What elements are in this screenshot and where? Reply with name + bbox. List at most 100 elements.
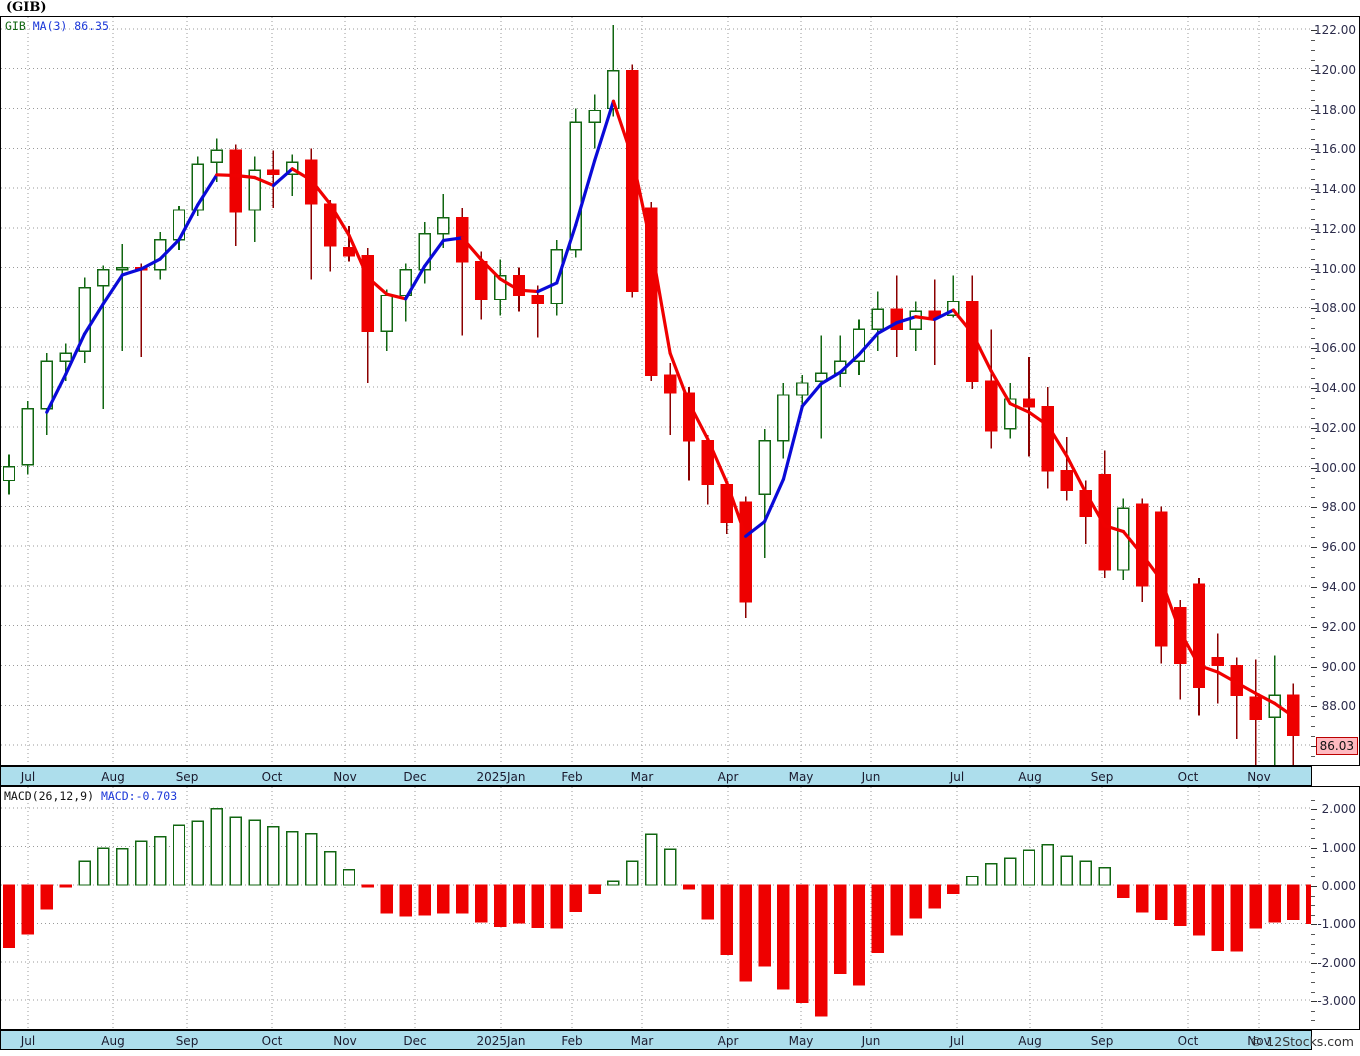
ma-segment xyxy=(309,178,332,206)
ma-segment xyxy=(1008,401,1031,414)
price-tick xyxy=(1311,547,1317,549)
ma-segment xyxy=(385,292,408,301)
ma-segment xyxy=(1027,410,1050,428)
ma-segment xyxy=(422,238,446,268)
macd-bar xyxy=(1306,884,1311,925)
macd-bar xyxy=(1192,884,1206,936)
macd-bar xyxy=(1060,855,1073,886)
ma-segment xyxy=(479,258,502,281)
macd-minor-tick xyxy=(1311,895,1315,897)
legend-ma-value: 86.35 xyxy=(74,19,109,33)
price-tick xyxy=(1311,666,1317,668)
macd-bar xyxy=(2,884,16,948)
ma-segment xyxy=(1121,529,1144,557)
price-minor-tick xyxy=(1311,736,1315,738)
moving-average-line xyxy=(45,99,1296,719)
price-tick-label: 90.00 xyxy=(1321,659,1356,674)
candle-body xyxy=(380,294,393,333)
price-minor-tick xyxy=(1311,457,1315,459)
ma-segment xyxy=(838,352,861,375)
ma-segment xyxy=(1159,578,1182,634)
macd-bar xyxy=(475,884,488,923)
ma-segment xyxy=(668,351,691,405)
macd-bar xyxy=(342,868,356,886)
macd-bar xyxy=(663,848,677,886)
price-minor-tick xyxy=(1311,517,1315,519)
macd-minor-tick xyxy=(1311,799,1315,801)
price-minor-tick xyxy=(1311,318,1315,320)
candle-body xyxy=(796,382,809,396)
price-tick-label: 98.00 xyxy=(1321,500,1356,515)
macd-bar xyxy=(59,884,72,888)
macd-bar xyxy=(1287,884,1300,921)
date-label-bottom: 2025Jan xyxy=(476,1034,526,1048)
price-tick-label: 102.00 xyxy=(1314,420,1356,435)
price-tick xyxy=(1311,189,1317,191)
price-minor-tick xyxy=(1311,447,1315,449)
page-title: (GIB) xyxy=(6,0,47,15)
macd-tick-label: -3.000 xyxy=(1317,994,1356,1009)
macd-bar xyxy=(493,884,507,928)
price-minor-tick xyxy=(1311,656,1315,658)
price-tick xyxy=(1311,467,1317,469)
date-label-top: May xyxy=(788,770,814,784)
price-minor-tick xyxy=(1311,676,1315,678)
ma-segment xyxy=(932,308,956,321)
candle-body xyxy=(1041,406,1055,472)
macd-tick-label: 2.000 xyxy=(1321,802,1356,817)
candle-body xyxy=(59,352,72,362)
macd-tick xyxy=(1311,962,1317,964)
price-tick-label: 94.00 xyxy=(1321,579,1356,594)
date-label-top: Dec xyxy=(403,770,427,784)
price-minor-tick xyxy=(1311,567,1315,569)
candle-body xyxy=(399,268,412,297)
candle-body xyxy=(418,233,431,271)
macd-bar xyxy=(966,875,979,886)
macd-bar xyxy=(40,884,53,910)
macd-minor-tick xyxy=(1311,905,1315,907)
ma-segment xyxy=(252,175,276,188)
ma-segment xyxy=(101,273,124,306)
ma-segment xyxy=(1272,701,1296,719)
price-minor-tick xyxy=(1311,199,1315,201)
ma-segment xyxy=(271,167,294,188)
date-label-top: Aug xyxy=(101,770,125,784)
date-label-bottom: Feb xyxy=(561,1034,583,1048)
price-tick xyxy=(1311,228,1317,230)
macd-bar xyxy=(1098,866,1111,886)
price-minor-tick xyxy=(1311,577,1315,578)
ma-segment xyxy=(517,288,540,294)
price-minor-tick xyxy=(1311,696,1315,698)
price-minor-tick xyxy=(1311,358,1315,360)
candle-body xyxy=(512,274,526,297)
price-tick-label: 106.00 xyxy=(1314,341,1356,356)
price-axis: 122.00 120.00 118.00 116.00 114.00 112.00 110.… xyxy=(1311,16,1360,766)
macd-tick xyxy=(1311,809,1317,811)
price-gridlines xyxy=(1,17,1311,765)
date-label-bottom: Aug xyxy=(1018,1034,1042,1048)
date-label-top: Nov xyxy=(333,770,357,784)
price-minor-tick xyxy=(1311,646,1315,648)
macd-bar xyxy=(626,860,639,886)
macd-bar xyxy=(116,848,129,886)
candle-body xyxy=(1022,398,1036,408)
date-label-top: Sep xyxy=(175,770,199,784)
ma-segment xyxy=(1235,681,1258,695)
candle-body xyxy=(2,465,16,482)
date-label-bottom: Jul xyxy=(949,1034,965,1048)
macd-minor-tick xyxy=(1311,876,1315,878)
price-tick xyxy=(1311,626,1317,628)
date-label-bottom: Nov xyxy=(1247,1034,1271,1048)
ma-segment xyxy=(876,321,899,335)
macd-bar xyxy=(531,884,545,928)
price-chart-panel[interactable] xyxy=(0,16,1312,766)
macd-chart-panel[interactable] xyxy=(0,786,1312,1030)
price-tick xyxy=(1311,746,1317,748)
candle-body xyxy=(248,169,261,211)
macd-histogram xyxy=(2,808,1311,1017)
price-minor-tick xyxy=(1311,368,1315,370)
macd-bar xyxy=(777,884,790,990)
macd-minor-tick xyxy=(1311,981,1315,983)
price-tick xyxy=(1311,308,1317,310)
price-minor-tick xyxy=(1311,716,1315,718)
